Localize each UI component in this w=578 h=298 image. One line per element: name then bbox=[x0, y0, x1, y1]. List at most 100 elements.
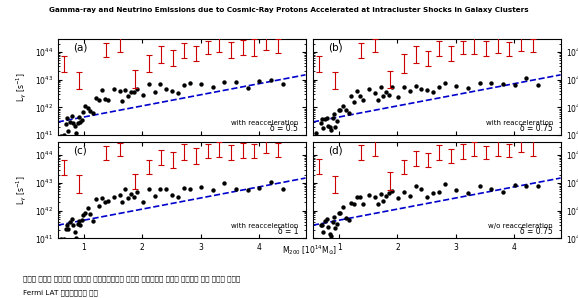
Point bbox=[168, 193, 177, 197]
Point bbox=[533, 82, 543, 87]
Text: δ = 0.5: δ = 0.5 bbox=[270, 124, 298, 133]
Point bbox=[64, 226, 73, 231]
Point bbox=[54, 249, 64, 253]
Point bbox=[74, 115, 83, 119]
Point bbox=[103, 199, 113, 204]
Point bbox=[313, 139, 322, 144]
Point bbox=[73, 121, 82, 125]
Point bbox=[101, 200, 110, 205]
Point bbox=[309, 246, 318, 250]
Point bbox=[74, 219, 83, 224]
Point bbox=[379, 93, 388, 98]
Text: w/o reacceleration: w/o reacceleration bbox=[488, 223, 553, 229]
Point bbox=[109, 195, 118, 199]
Point bbox=[121, 186, 130, 191]
Point bbox=[129, 90, 139, 95]
Point bbox=[115, 89, 124, 94]
Point bbox=[179, 83, 188, 87]
Point bbox=[379, 198, 388, 203]
Point bbox=[60, 133, 69, 138]
Point bbox=[150, 194, 159, 198]
Point bbox=[58, 140, 67, 145]
Point bbox=[498, 82, 507, 86]
Point bbox=[57, 237, 66, 241]
Point bbox=[331, 125, 340, 130]
Point bbox=[353, 89, 362, 93]
Point bbox=[370, 90, 379, 95]
Point bbox=[138, 92, 147, 97]
Point bbox=[310, 135, 320, 140]
Point bbox=[350, 202, 359, 207]
Point bbox=[77, 118, 86, 123]
Point bbox=[179, 185, 188, 190]
Point bbox=[278, 82, 287, 87]
Point bbox=[405, 88, 414, 93]
Point bbox=[370, 195, 379, 200]
Point bbox=[62, 116, 72, 121]
Point bbox=[334, 211, 343, 216]
Point bbox=[310, 240, 320, 244]
Point bbox=[101, 97, 110, 101]
Point bbox=[417, 186, 426, 191]
Point bbox=[208, 84, 217, 89]
Point bbox=[68, 223, 77, 227]
Point bbox=[324, 123, 333, 128]
Point bbox=[83, 105, 92, 110]
Point bbox=[533, 183, 543, 188]
Point bbox=[65, 119, 75, 124]
Point bbox=[89, 218, 98, 223]
Point bbox=[451, 83, 461, 88]
Point bbox=[440, 182, 449, 187]
Point bbox=[399, 190, 409, 194]
Point bbox=[394, 195, 403, 200]
Point bbox=[332, 119, 342, 123]
Point bbox=[385, 191, 394, 195]
Text: Fermi LAT 관측데이터의 비교: Fermi LAT 관측데이터의 비교 bbox=[23, 289, 98, 296]
Point bbox=[329, 112, 339, 117]
Point bbox=[399, 85, 409, 89]
Point bbox=[132, 190, 142, 195]
Point bbox=[388, 84, 397, 89]
Point bbox=[510, 82, 519, 87]
Point bbox=[155, 186, 165, 191]
Point bbox=[423, 195, 432, 200]
Point bbox=[344, 111, 353, 116]
Point bbox=[162, 87, 171, 92]
Text: (c): (c) bbox=[73, 146, 87, 156]
Point bbox=[220, 180, 229, 185]
Point bbox=[341, 107, 350, 112]
Point bbox=[132, 86, 142, 91]
Point bbox=[168, 89, 177, 94]
Point bbox=[127, 89, 136, 94]
Point bbox=[70, 229, 79, 234]
Point bbox=[57, 133, 66, 138]
Point bbox=[332, 222, 342, 227]
Point bbox=[334, 108, 343, 113]
Point bbox=[428, 90, 438, 94]
Point bbox=[522, 76, 531, 81]
Point bbox=[323, 115, 332, 120]
Point bbox=[315, 240, 324, 245]
Point bbox=[358, 97, 368, 102]
Point bbox=[487, 187, 496, 192]
Point bbox=[185, 187, 194, 191]
Point bbox=[68, 121, 77, 125]
Point bbox=[464, 85, 473, 90]
Point bbox=[127, 191, 136, 196]
Point bbox=[243, 86, 253, 90]
Point bbox=[364, 86, 373, 91]
Point bbox=[328, 116, 338, 121]
Point bbox=[79, 110, 88, 114]
Text: δ = 0.75: δ = 0.75 bbox=[520, 227, 553, 237]
Point bbox=[98, 195, 107, 200]
Point bbox=[434, 190, 443, 195]
Text: with reacceleration: with reacceleration bbox=[231, 119, 298, 125]
Point bbox=[79, 212, 88, 217]
Point bbox=[428, 191, 438, 196]
Point bbox=[358, 202, 368, 207]
Point bbox=[510, 183, 519, 188]
Point bbox=[278, 187, 287, 192]
Point bbox=[331, 226, 340, 231]
Point bbox=[487, 81, 496, 86]
Point bbox=[344, 218, 353, 223]
